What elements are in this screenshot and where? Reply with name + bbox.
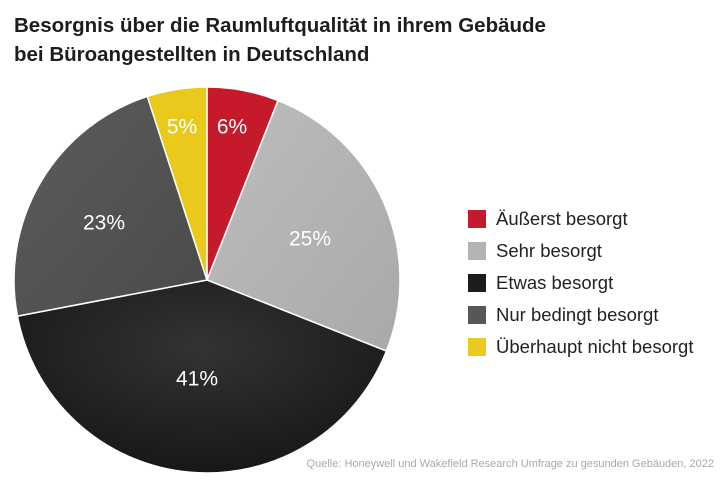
legend-label-3: Etwas besorgt xyxy=(496,272,614,293)
legend-item-2: Sehr besorgt xyxy=(468,235,693,267)
pie-data-label-2: 25% xyxy=(289,228,331,251)
legend-label-1: Äußerst besorgt xyxy=(496,208,628,229)
source-note: Quelle: Honeywell und Wakefield Research… xyxy=(306,458,714,470)
legend-label-2: Sehr besorgt xyxy=(496,240,602,261)
legend-item-1: Äußerst besorgt xyxy=(468,203,693,235)
pie-slice-2 xyxy=(206,99,401,352)
pie-data-label-4: 23% xyxy=(83,212,125,235)
chart-title: Besorgnis über die Raumluftqualität in i… xyxy=(14,11,714,69)
legend-label-4: Nur bedingt besorgt xyxy=(496,304,659,325)
pie-data-label-3: 41% xyxy=(176,368,218,391)
pie-slice-4 xyxy=(13,95,208,317)
legend-label-5: Überhaupt nicht besorgt xyxy=(496,336,694,357)
chart-title-line-2: bei Büroangestellten in Deutschland xyxy=(14,43,370,66)
legend: Äußerst besorgt Sehr besorgt Etwas besorgt… xyxy=(468,203,693,363)
legend-item-5: Überhaupt nicht besorgt xyxy=(468,331,693,363)
chart-title-line-1: Besorgnis über die Raumluftqualität in i… xyxy=(14,14,546,37)
legend-swatch-1 xyxy=(468,210,486,228)
pie-data-label-1: 6% xyxy=(217,116,247,139)
pie-data-label-5: 5% xyxy=(167,116,197,139)
legend-swatch-2 xyxy=(468,242,486,260)
legend-item-4: Nur bedingt besorgt xyxy=(468,299,693,331)
pie-slice-5 xyxy=(146,86,208,281)
legend-item-3: Etwas besorgt xyxy=(468,267,693,299)
legend-swatch-4 xyxy=(468,306,486,324)
legend-swatch-3 xyxy=(468,274,486,292)
legend-swatch-5 xyxy=(468,338,486,356)
pie-slice-3 xyxy=(16,279,388,474)
